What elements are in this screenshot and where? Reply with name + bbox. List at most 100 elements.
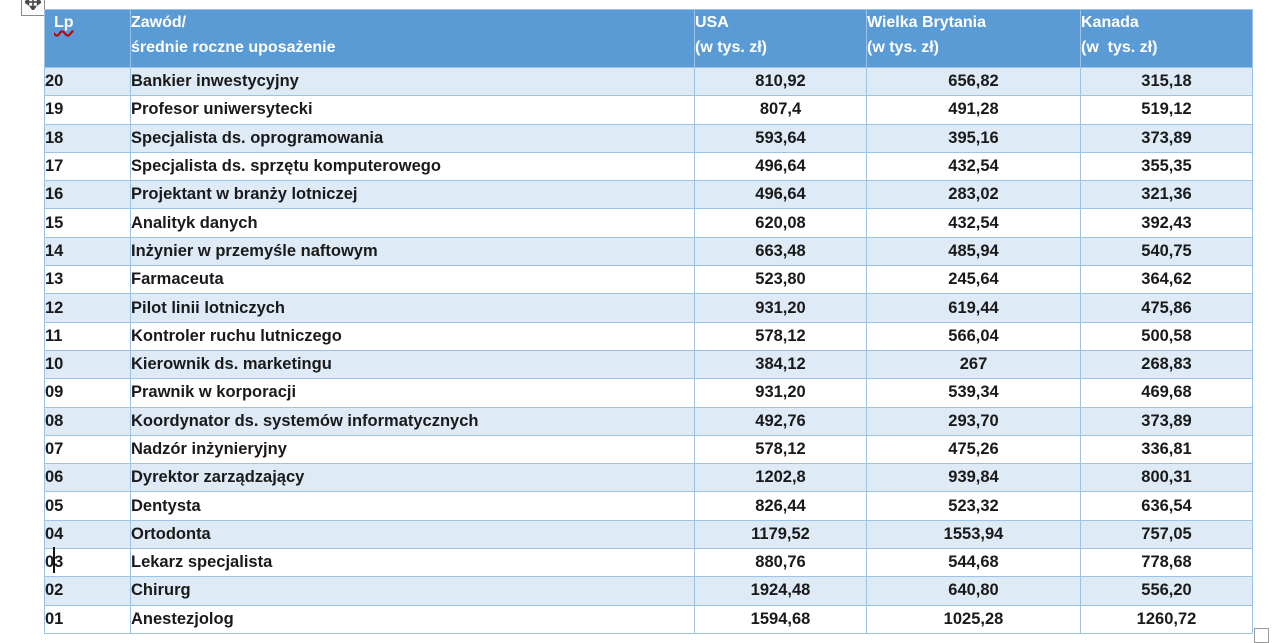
cell-usa[interactable]: 496,64 bbox=[694, 180, 867, 210]
cell-kanada[interactable]: 321,36 bbox=[1080, 180, 1253, 210]
cell-usa[interactable]: 880,76 bbox=[694, 548, 867, 578]
cell-kanada[interactable]: 469,68 bbox=[1080, 378, 1253, 408]
cell-zawod[interactable]: Profesor uniwersytecki bbox=[130, 95, 695, 125]
cell-usa[interactable]: 931,20 bbox=[694, 293, 867, 323]
cell-usa[interactable]: 810,92 bbox=[694, 66, 867, 97]
cell-kanada[interactable]: 757,05 bbox=[1080, 519, 1253, 550]
cell-zawod[interactable]: Farmaceuta bbox=[130, 265, 695, 295]
cell-wielka-brytania[interactable]: 491,28 bbox=[866, 95, 1081, 125]
cell-lp[interactable]: 10 bbox=[44, 349, 131, 380]
cell-lp[interactable]: 16 bbox=[44, 180, 131, 210]
cell-usa[interactable]: 1179,52 bbox=[694, 519, 867, 550]
cell-wielka-brytania[interactable]: 1553,94 bbox=[866, 519, 1081, 550]
cell-kanada[interactable]: 373,89 bbox=[1080, 406, 1253, 436]
cell-wielka-brytania[interactable]: 566,04 bbox=[866, 321, 1081, 351]
cell-lp[interactable]: 20 bbox=[44, 66, 131, 97]
cell-lp[interactable]: 08 bbox=[44, 406, 131, 436]
cell-lp[interactable]: 07 bbox=[44, 434, 131, 465]
cell-lp[interactable]: 12 bbox=[44, 293, 131, 323]
cell-lp[interactable]: 11 bbox=[44, 321, 131, 351]
cell-kanada[interactable]: 392,43 bbox=[1080, 208, 1253, 238]
cell-wielka-brytania[interactable]: 283,02 bbox=[866, 180, 1081, 210]
cell-lp[interactable]: 18 bbox=[44, 123, 131, 153]
cell-wielka-brytania[interactable]: 293,70 bbox=[866, 406, 1081, 436]
cell-usa[interactable]: 578,12 bbox=[694, 434, 867, 465]
cell-usa[interactable]: 620,08 bbox=[694, 208, 867, 238]
cell-wielka-brytania[interactable]: 1025,28 bbox=[866, 604, 1081, 634]
cell-usa[interactable]: 826,44 bbox=[694, 491, 867, 521]
cell-wielka-brytania[interactable]: 656,82 bbox=[866, 66, 1081, 97]
cell-zawod[interactable]: Kierownik ds. marketingu bbox=[130, 349, 695, 380]
cell-zawod[interactable]: Specjalista ds. sprzętu komputerowego bbox=[130, 151, 695, 182]
cell-lp[interactable]: 19 bbox=[44, 95, 131, 125]
cell-zawod[interactable]: Pilot linii lotniczych bbox=[130, 293, 695, 323]
table-move-handle[interactable] bbox=[21, 0, 45, 16]
column-header-lp[interactable]: Lp bbox=[44, 9, 131, 68]
cell-zawod[interactable]: Nadzór inżynieryjny bbox=[130, 434, 695, 465]
cell-kanada[interactable]: 636,54 bbox=[1080, 491, 1253, 521]
cell-zawod[interactable]: Dentysta bbox=[130, 491, 695, 521]
cell-kanada[interactable]: 1260,72 bbox=[1080, 604, 1253, 634]
cell-usa[interactable]: 578,12 bbox=[694, 321, 867, 351]
cell-wielka-brytania[interactable]: 939,84 bbox=[866, 463, 1081, 493]
cell-wielka-brytania[interactable]: 544,68 bbox=[866, 548, 1081, 578]
cell-zawod[interactable]: Dyrektor zarządzający bbox=[130, 463, 695, 493]
cell-lp[interactable]: 03 bbox=[44, 548, 131, 578]
cell-usa[interactable]: 807,4 bbox=[694, 95, 867, 125]
cell-lp[interactable]: 09 bbox=[44, 378, 131, 408]
cell-kanada[interactable]: 519,12 bbox=[1080, 95, 1253, 125]
cell-usa[interactable]: 384,12 bbox=[694, 349, 867, 380]
table-resize-handle[interactable] bbox=[1254, 628, 1269, 643]
cell-usa[interactable]: 663,48 bbox=[694, 236, 867, 267]
cell-kanada[interactable]: 540,75 bbox=[1080, 236, 1253, 267]
cell-wielka-brytania[interactable]: 395,16 bbox=[866, 123, 1081, 153]
cell-lp[interactable]: 01 bbox=[44, 604, 131, 634]
cell-kanada[interactable]: 364,62 bbox=[1080, 265, 1253, 295]
cell-usa[interactable]: 931,20 bbox=[694, 378, 867, 408]
cell-zawod[interactable]: Koordynator ds. systemów informatycznych bbox=[130, 406, 695, 436]
cell-lp[interactable]: 04 bbox=[44, 519, 131, 550]
cell-lp[interactable]: 14 bbox=[44, 236, 131, 267]
cell-zawod[interactable]: Specjalista ds. oprogramowania bbox=[130, 123, 695, 153]
column-header-kanada[interactable]: Kanada (w tys. zł) bbox=[1080, 9, 1253, 68]
cell-wielka-brytania[interactable]: 245,64 bbox=[866, 265, 1081, 295]
cell-usa[interactable]: 593,64 bbox=[694, 123, 867, 153]
cell-kanada[interactable]: 475,86 bbox=[1080, 293, 1253, 323]
cell-usa[interactable]: 492,76 bbox=[694, 406, 867, 436]
cell-usa[interactable]: 523,80 bbox=[694, 265, 867, 295]
cell-zawod[interactable]: Projektant w branży lotniczej bbox=[130, 180, 695, 210]
cell-lp[interactable]: 05 bbox=[44, 491, 131, 521]
cell-zawod[interactable]: Bankier inwestycyjny bbox=[130, 66, 695, 97]
cell-lp[interactable]: 13 bbox=[44, 265, 131, 295]
cell-kanada[interactable]: 336,81 bbox=[1080, 434, 1253, 465]
cell-kanada[interactable]: 355,35 bbox=[1080, 151, 1253, 182]
cell-usa[interactable]: 496,64 bbox=[694, 151, 867, 182]
cell-usa[interactable]: 1202,8 bbox=[694, 463, 867, 493]
cell-wielka-brytania[interactable]: 432,54 bbox=[866, 208, 1081, 238]
cell-lp[interactable]: 17 bbox=[44, 151, 131, 182]
column-header-wielka-brytania[interactable]: Wielka Brytania (w tys. zł) bbox=[866, 9, 1081, 68]
cell-wielka-brytania[interactable]: 539,34 bbox=[866, 378, 1081, 408]
cell-zawod[interactable]: Analityk danych bbox=[130, 208, 695, 238]
cell-zawod[interactable]: Prawnik w korporacji bbox=[130, 378, 695, 408]
cell-lp[interactable]: 02 bbox=[44, 576, 131, 606]
cell-wielka-brytania[interactable]: 619,44 bbox=[866, 293, 1081, 323]
cell-kanada[interactable]: 315,18 bbox=[1080, 66, 1253, 97]
cell-lp[interactable]: 15 bbox=[44, 208, 131, 238]
cell-kanada[interactable]: 268,83 bbox=[1080, 349, 1253, 380]
cell-kanada[interactable]: 500,58 bbox=[1080, 321, 1253, 351]
cell-wielka-brytania[interactable]: 640,80 bbox=[866, 576, 1081, 606]
cell-kanada[interactable]: 778,68 bbox=[1080, 548, 1253, 578]
cell-kanada[interactable]: 556,20 bbox=[1080, 576, 1253, 606]
column-header-usa[interactable]: USA (w tys. zł) bbox=[694, 9, 867, 68]
cell-lp[interactable]: 06 bbox=[44, 463, 131, 493]
cell-usa[interactable]: 1594,68 bbox=[694, 604, 867, 634]
column-header-zawod[interactable]: Zawód/ średnie roczne uposażenie bbox=[130, 9, 695, 68]
cell-wielka-brytania[interactable]: 267 bbox=[866, 349, 1081, 380]
cell-wielka-brytania[interactable]: 475,26 bbox=[866, 434, 1081, 465]
cell-zawod[interactable]: Inżynier w przemyśle naftowym bbox=[130, 236, 695, 267]
cell-zawod[interactable]: Kontroler ruchu lutniczego bbox=[130, 321, 695, 351]
cell-zawod[interactable]: Lekarz specjalista bbox=[130, 548, 695, 578]
cell-kanada[interactable]: 373,89 bbox=[1080, 123, 1253, 153]
cell-zawod[interactable]: Ortodonta bbox=[130, 519, 695, 550]
